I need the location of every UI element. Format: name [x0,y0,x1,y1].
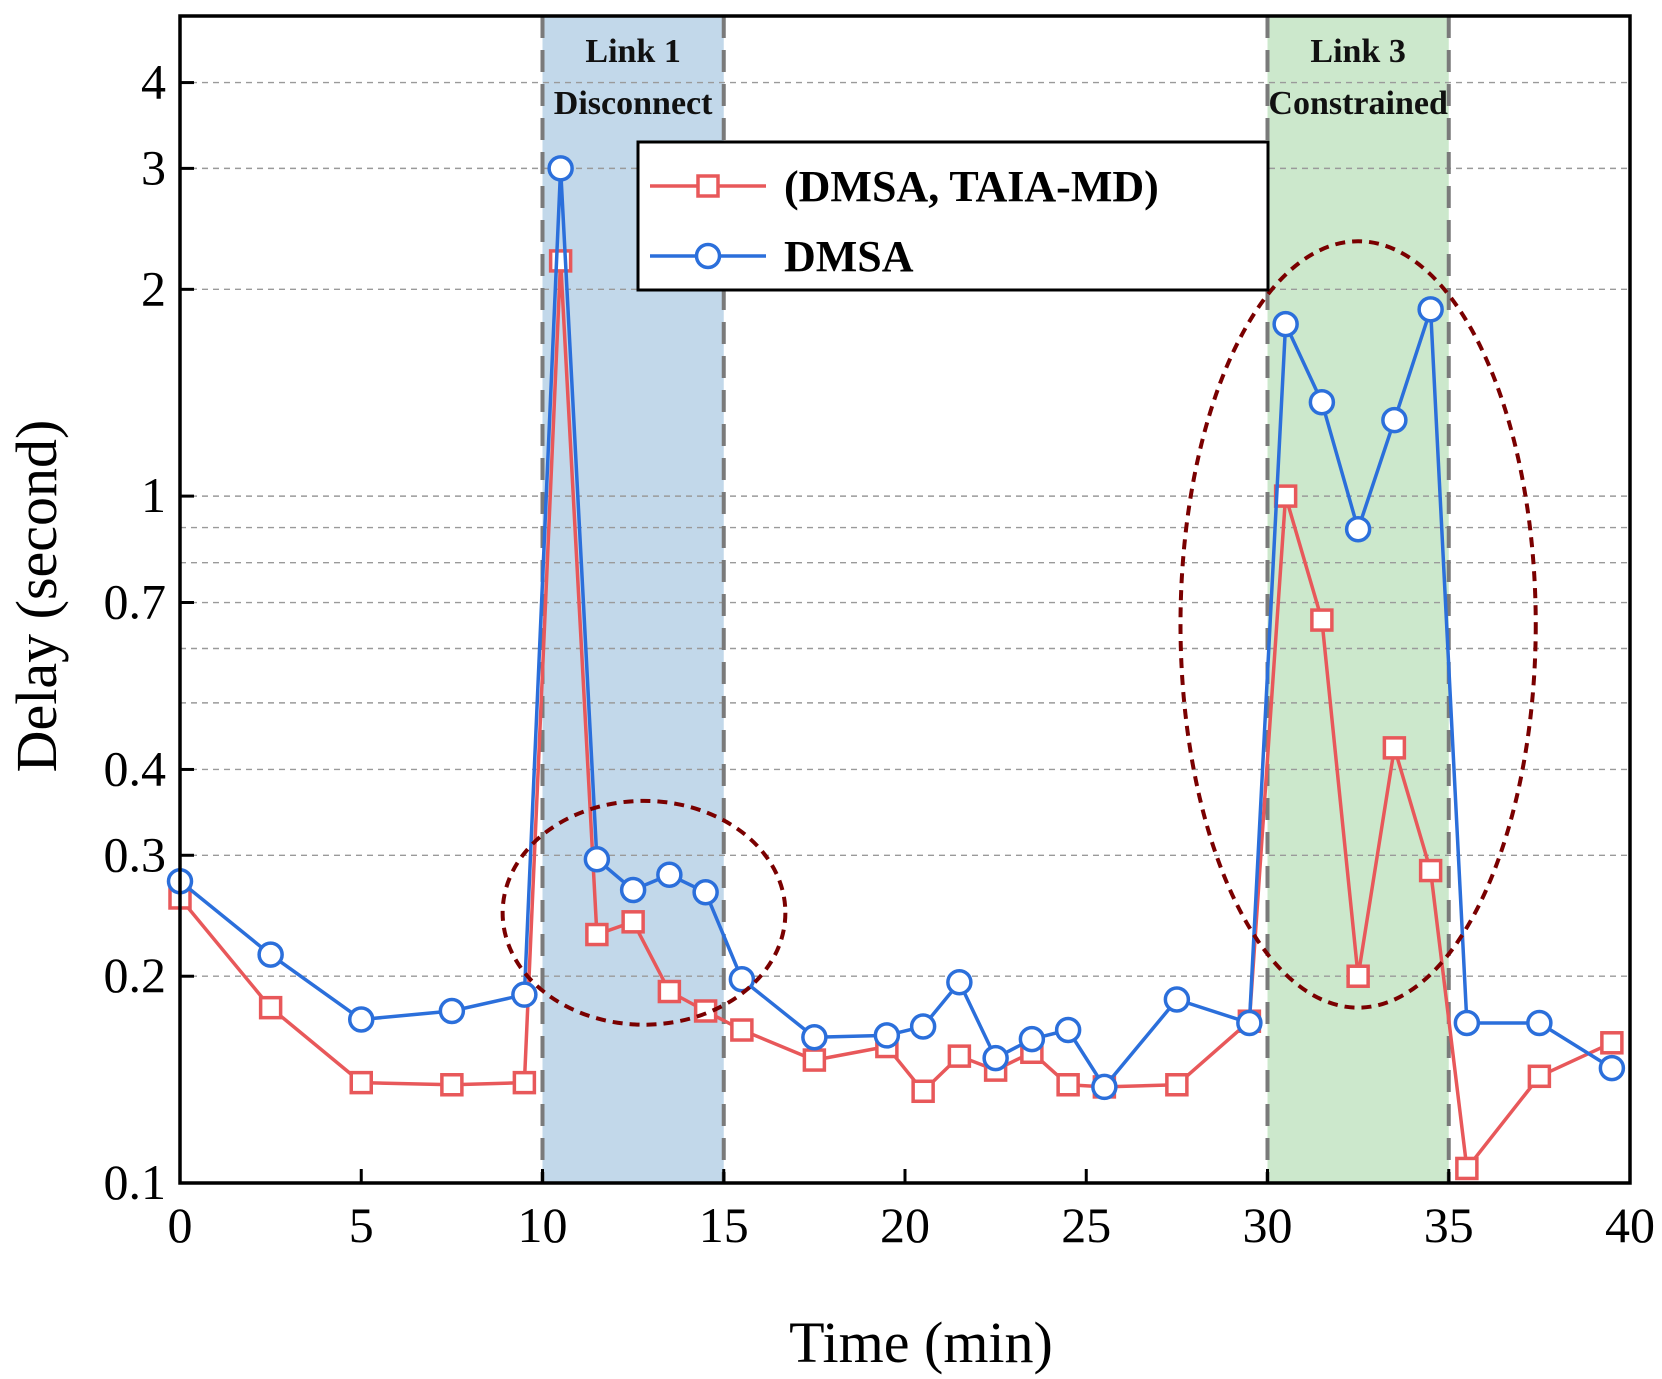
data-point-square [657,979,682,1004]
x-tick-label: 15 [699,1197,749,1253]
data-point-circle [692,879,719,906]
data-point-circle [1272,310,1299,338]
data-point-circle [511,981,538,1008]
x-axis-title: Time (min) [789,1310,1053,1375]
data-point-circle [1091,1073,1118,1101]
y-tick-label: 0.3 [104,826,167,882]
annotation-ellipse-2 [1178,239,1538,1010]
data-point-circle [728,965,756,993]
data-point-square [947,1044,972,1068]
region-label-line2: Constrained [1268,85,1448,122]
y-axis-title: Delay (second) [4,420,69,773]
y-tick-label: 0.2 [104,947,167,1003]
x-tick-label: 0 [168,1197,193,1253]
data-point-circle [946,969,973,996]
y-tick-label: 0.4 [104,740,167,796]
dashed-ellipse-annotations [500,239,1538,1027]
data-point-circle [583,846,611,873]
data-point-square [1455,1156,1479,1181]
data-point-square [621,910,645,934]
legend-label-2: DMSA [784,232,914,281]
data-point-square [802,1048,827,1072]
x-tick-label: 30 [1243,1197,1293,1253]
data-point-circle [1453,1009,1481,1037]
data-point-circle [873,1022,901,1049]
data-point-circle [1054,1016,1082,1044]
data-point-square [1600,1031,1624,1055]
data-point-circle [656,861,683,889]
annotation-ellipse-1 [500,798,788,1027]
data-point-square [258,995,283,1020]
data-point-square [1382,736,1407,760]
y-tick-label: 4 [141,54,166,110]
x-tick-label: 35 [1424,1197,1474,1253]
data-point-square [1527,1064,1552,1089]
data-point-square [1310,608,1334,632]
data-series [166,155,1626,1181]
data-point-circle [438,997,466,1025]
data-point-square [1418,858,1443,883]
data-point-square [911,1079,935,1104]
y-tick-label: 1 [141,467,166,523]
region-label-line1: Link 3 [1310,33,1405,70]
data-point-circle [1417,296,1444,323]
legend-marker-square [696,174,720,198]
data-point-square [548,249,573,273]
x-tick-label: 5 [349,1197,374,1253]
legend-box [636,140,1270,292]
x-tick-label: 10 [518,1197,568,1253]
data-point-square [585,922,609,947]
data-point-circle [1598,1054,1626,1082]
data-point-square [1056,1073,1080,1097]
legend: (DMSA, TAIA-MD) DMSA [636,140,1270,292]
data-point-square [730,1018,754,1042]
data-point-circle [1018,1025,1046,1053]
data-point-circle [1526,1009,1553,1037]
data-point-circle [1308,388,1336,416]
x-tick-label: 25 [1061,1197,1111,1253]
data-point-circle [1381,406,1408,434]
legend-marker-circle [694,242,722,270]
region-labels: Link 1 Disconnect Link 3 Constrained [554,33,1448,122]
legend-label-1: (DMSA, TAIA-MD) [784,162,1159,211]
data-point-square [1346,964,1370,988]
data-point-circle [1344,515,1372,543]
region-label-line1: Link 1 [585,33,680,70]
data-point-square [512,1070,537,1095]
y-tick-label: 3 [141,139,166,195]
y-tick-label: 0.7 [104,574,167,630]
data-point-circle [547,155,574,182]
data-point-circle [801,1024,828,1051]
data-point-circle [909,1013,937,1040]
data-point-square [440,1073,464,1097]
data-point-square [349,1070,373,1095]
data-point-circle [257,941,284,968]
x-tick-label: 20 [880,1197,930,1253]
data-point-circle [982,1044,1009,1072]
y-tick-label: 2 [141,260,166,316]
x-tick-label: 40 [1605,1197,1655,1253]
data-point-circle [1236,1009,1263,1037]
y-tick-label: 0.1 [104,1154,167,1210]
data-point-circle [1163,986,1191,1013]
region-label-line2: Disconnect [554,85,713,122]
data-point-square [1165,1073,1189,1097]
shaded-region-2 [1267,16,1449,1183]
data-point-circle [619,876,647,904]
data-point-circle [348,1006,375,1033]
